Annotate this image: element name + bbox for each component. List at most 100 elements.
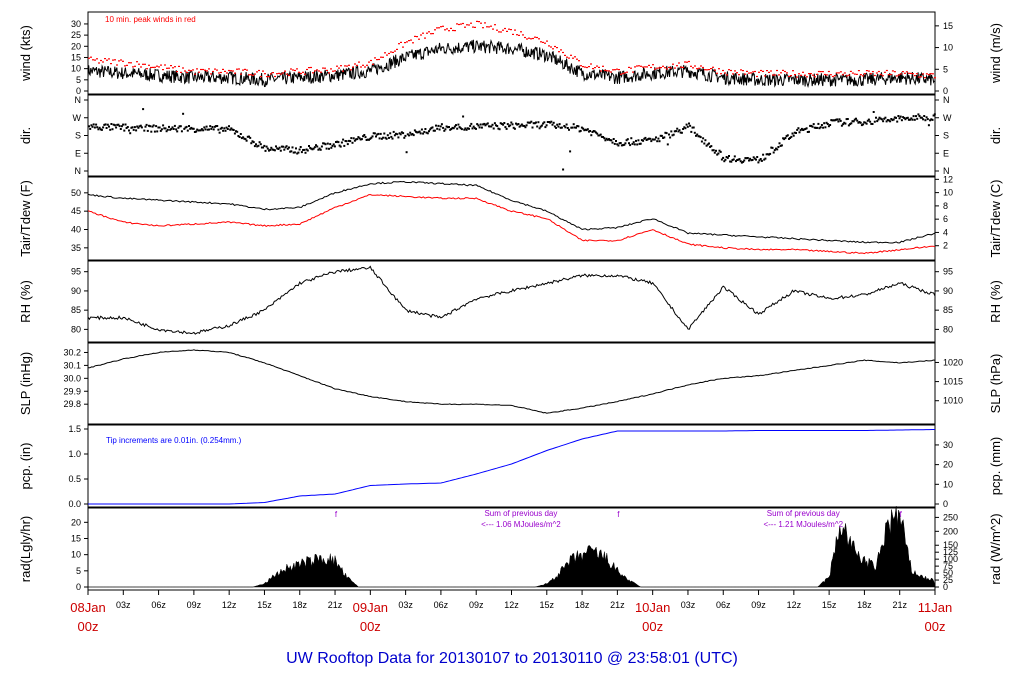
direction-point [723,160,726,163]
dir-ytick-label: S [75,131,81,141]
direction-point [370,136,373,139]
wind-peak-point [278,72,280,74]
direction-point [313,146,316,149]
direction-point [882,120,885,123]
slp-ytick-right-label: 1015 [943,377,963,387]
direction-point [773,149,776,152]
wind-ytick-label: 15 [71,52,81,62]
direction-point [271,148,274,151]
wind-peak-point [224,70,226,72]
direction-point [220,126,223,129]
direction-point [744,157,747,160]
direction-point [624,142,627,145]
direction-point [175,128,178,131]
wind-peak-point [178,65,180,67]
direction-point [210,127,213,130]
direction-point [389,132,392,135]
wind-peak-point [186,71,188,74]
direction-point [609,139,612,142]
direction-point [418,130,421,133]
direction-point [715,149,717,152]
direction-point [895,116,897,119]
direction-point [430,127,433,130]
wind-peak-point [712,66,714,68]
direction-point [692,126,695,129]
wind-peak-point [204,69,206,71]
wind-peak-point [486,26,488,28]
direction-point [546,121,549,123]
direction-point [380,137,383,140]
direction-point [719,150,722,153]
wind-peak-point [500,31,502,33]
wind-peak-point [889,73,892,76]
direction-point [632,141,635,144]
direction-point [508,125,510,128]
direction-point [273,149,276,152]
wind-peak-point [238,68,240,70]
wind-peak-point [873,74,876,77]
direction-point [760,159,763,162]
direction-point [825,121,828,124]
wind-peak-point [588,66,590,68]
wind-peak-point [466,24,468,26]
direction-point [728,155,730,157]
direction-point [245,139,248,142]
direction-point [152,124,155,127]
wind-peak-point [809,73,812,75]
direction-point [558,123,561,126]
direction-point [170,127,173,130]
wind-peak-point [592,68,594,70]
wind-peak-point [216,69,218,71]
direction-point [429,128,432,131]
direction-point [372,132,375,135]
wind-peak-point [146,68,148,70]
direction-point [486,122,489,125]
direction-point [138,125,141,128]
direction-point [142,108,145,111]
wind-peak-point [380,56,382,58]
direction-point [350,137,353,140]
wind-peak-point [674,67,676,69]
wind-peak-point [342,70,344,72]
dir-ytick-label: N [75,166,82,176]
direction-point [496,125,499,127]
wind-peak-point [114,59,116,61]
dir-ytick-right-label: N [943,95,950,105]
wind-peak-point [324,67,326,69]
direction-point [209,125,212,128]
direction-point [298,148,301,151]
wind-peak-point [718,68,720,70]
wind-peak-point [792,70,794,72]
direction-point [640,139,643,142]
direction-point [616,143,619,146]
direction-point [203,126,206,129]
wind-peak-point [200,68,202,71]
direction-point [671,134,674,137]
wind-peak-point [444,29,446,31]
x-tick-label: 15z [822,600,837,610]
direction-point [755,158,757,161]
wind-peak-point [294,69,296,72]
wind-peak-point [484,22,486,24]
direction-point [693,131,696,134]
wind-peak-point [526,38,528,40]
direction-point [918,115,921,117]
direction-point [240,137,243,140]
temp-ytick-label: 35 [71,243,81,253]
wind-peak-point [544,42,546,44]
wind-peak-point [620,73,622,75]
rh-ytick-label: 85 [71,305,81,315]
wind-peak-point [232,70,234,72]
wind-peak-point [236,68,238,70]
direction-point [704,139,707,142]
direction-point [819,126,822,129]
direction-point [520,123,523,126]
wind-peak-point [452,29,454,32]
direction-point [492,127,495,130]
wind-peak-point [318,70,320,72]
direction-point [289,150,292,153]
wind-peak-point [152,66,154,68]
direction-point [277,148,280,150]
wind-peak-point [762,70,764,72]
direction-point [827,125,830,128]
